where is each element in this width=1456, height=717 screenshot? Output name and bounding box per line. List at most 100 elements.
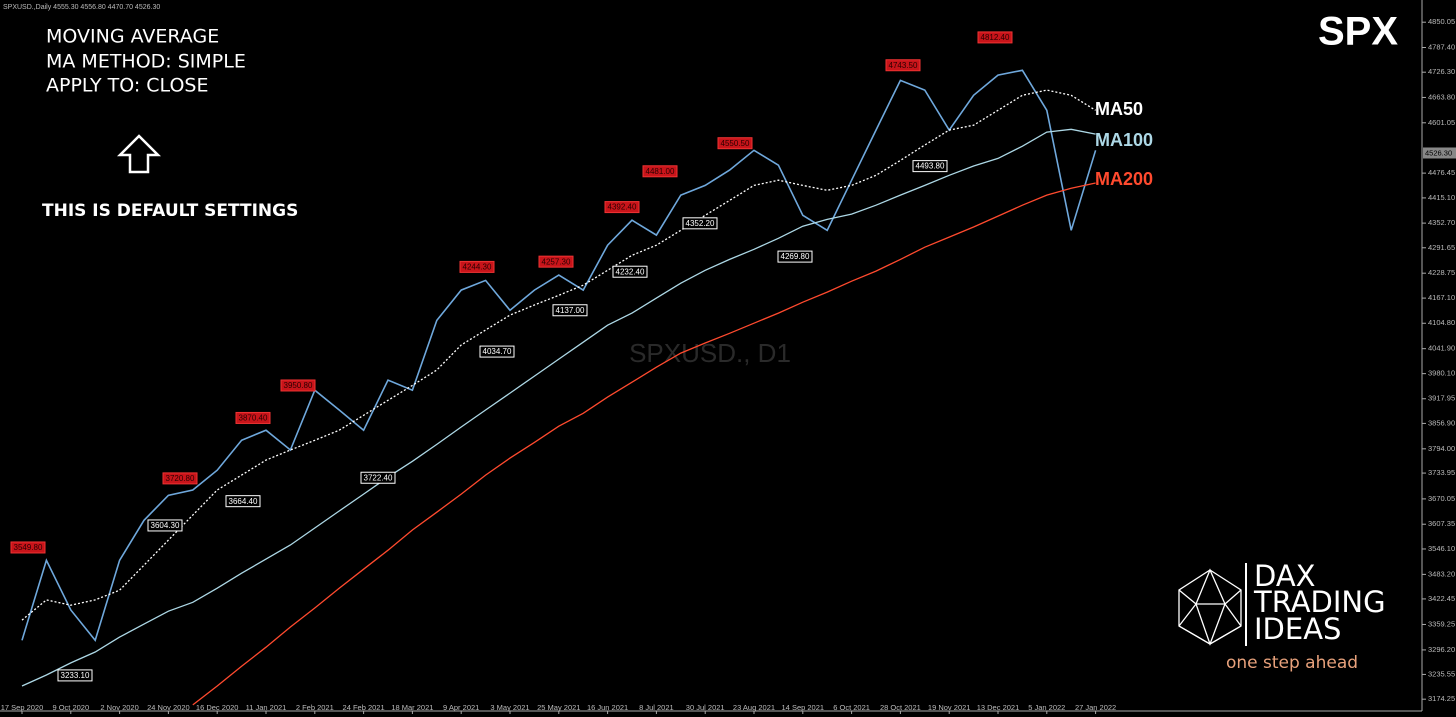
series-line — [21, 89, 1096, 621]
logo-tagline: one step ahead — [1226, 653, 1358, 673]
logo-line: DAX — [1254, 559, 1316, 593]
y-tick-label: 4663.80 — [1428, 92, 1455, 101]
y-tick-label: 4352.70 — [1428, 218, 1455, 227]
price-label: 4034.70 — [483, 347, 512, 356]
price-label: 3604.30 — [151, 521, 180, 530]
x-tick-label: 24 Feb 2021 — [343, 703, 385, 712]
price-label-box — [777, 250, 813, 263]
x-tick-label: 3 May 2021 — [490, 703, 529, 712]
series-line — [192, 182, 1096, 706]
series-label: MA50 — [1095, 99, 1143, 119]
x-tick-label: 25 May 2021 — [537, 703, 580, 712]
last-price-box — [1423, 147, 1456, 159]
price-label: 4352.20 — [686, 219, 715, 228]
y-tick-label: 3794.00 — [1428, 444, 1455, 453]
price-label-box — [538, 255, 574, 268]
y-tick-label: 4167.10 — [1428, 293, 1455, 302]
title: SPX — [1318, 10, 1398, 54]
price-label: 4232.40 — [616, 267, 645, 276]
note-footer: THIS IS DEFAULT SETTINGS — [42, 201, 298, 221]
series-label: MA100 — [1095, 130, 1153, 150]
price-label-box — [147, 519, 183, 532]
note-line: APPLY TO: CLOSE — [46, 75, 208, 97]
x-tick-label: 17 Sep 2020 — [1, 703, 44, 712]
price-label-box — [717, 137, 753, 150]
price-label-box — [682, 217, 718, 230]
price-label: 4743.50 — [889, 61, 918, 70]
x-tick-label: 8 Jul 2021 — [639, 703, 674, 712]
notes: MOVING AVERAGE MA METHOD: SIMPLE APPLY T… — [42, 26, 298, 222]
logo-icon — [1178, 568, 1242, 646]
price-label: 3664.40 — [229, 497, 258, 506]
price-label-box — [360, 471, 396, 484]
x-tick-label: 14 Sep 2021 — [782, 703, 825, 712]
price-label-box — [552, 304, 588, 317]
y-tick-label: 3546.10 — [1428, 544, 1455, 553]
x-tick-label: 23 Aug 2021 — [733, 703, 775, 712]
price-label-box — [162, 472, 198, 485]
logo-line: IDEAS — [1254, 612, 1341, 646]
x-tick-label: 16 Dec 2020 — [196, 703, 239, 712]
info: SPXUSD.,Daily 4555.30 4556.80 4470.70 45… — [3, 4, 160, 11]
last-price-label: 4526.30 — [1425, 148, 1452, 157]
arrow-icon — [116, 134, 162, 174]
y-tick-label: 4291.65 — [1428, 243, 1455, 252]
x-tick-label: 6 Oct 2021 — [833, 703, 870, 712]
x-tick-label: 30 Jul 2021 — [686, 703, 725, 712]
price-label-box — [977, 31, 1013, 44]
logo-text: DAX TRADING IDEAS — [1253, 559, 1386, 646]
y-tick-label: 4787.40 — [1428, 42, 1455, 51]
x-tick-label: 11 Jan 2021 — [246, 703, 287, 712]
price-label: 3233.10 — [61, 671, 90, 680]
y-tick-label: 4601.05 — [1428, 118, 1455, 127]
price-label-box — [235, 411, 271, 424]
price-label-box — [459, 260, 495, 273]
x-tick-label: 18 Mar 2021 — [391, 703, 433, 712]
price-label-box — [604, 201, 640, 214]
x-tick-label: 28 Oct 2021 — [880, 703, 921, 712]
x-tick-label: 19 Nov 2021 — [928, 703, 971, 712]
price-label: 3950.80 — [284, 381, 313, 390]
y-tick-label: 3917.95 — [1428, 394, 1455, 403]
y-tick-label: 3359.25 — [1428, 619, 1455, 628]
price-label: 4481.00 — [646, 167, 675, 176]
price-label-box — [280, 379, 316, 392]
series-line — [21, 128, 1096, 687]
price-label: 4493.80 — [916, 162, 945, 171]
price-label: 4269.80 — [781, 252, 810, 261]
price-label: 4137.00 — [556, 306, 585, 315]
x-tick-label: 9 Oct 2020 — [52, 703, 89, 712]
price-label-box — [225, 495, 261, 508]
price-label-box — [612, 265, 648, 278]
y-tick-label: 3483.20 — [1428, 569, 1455, 578]
logo-line: TRADING — [1253, 585, 1386, 619]
price-label-box — [57, 669, 93, 682]
y-tick-label: 4850.05 — [1428, 17, 1455, 26]
y-tick-label: 4476.45 — [1428, 168, 1455, 177]
x-tick-label: 2 Feb 2021 — [296, 703, 334, 712]
y-tick-label: 3235.55 — [1428, 669, 1455, 678]
x-tick-label: 2 Nov 2020 — [100, 703, 138, 712]
price-label: 3549.80 — [14, 543, 43, 552]
logo — [1178, 563, 1247, 646]
x-tick-label: 24 Nov 2020 — [147, 703, 190, 712]
y-tick-label: 3980.10 — [1428, 369, 1455, 378]
price-label: 4244.30 — [463, 263, 492, 272]
watermark: SPXUSD., D1 — [629, 338, 791, 368]
price-label-box — [885, 59, 921, 72]
y-tick-label: 3422.45 — [1428, 594, 1455, 603]
price-label: 4257.30 — [542, 257, 571, 266]
x-tick-label: 13 Dec 2021 — [977, 703, 1020, 712]
y-tick-label: 4228.75 — [1428, 268, 1455, 277]
price-label: 3722.40 — [364, 473, 393, 482]
x-tick-label: 27 Jan 2022 — [1075, 703, 1116, 712]
y-tick-label: 3733.95 — [1428, 468, 1455, 477]
note-line: MOVING AVERAGE — [46, 26, 219, 48]
note-line: MA METHOD: SIMPLE — [46, 51, 246, 73]
y-tick-label: 3296.20 — [1428, 645, 1455, 654]
y-tick-label: 4104.80 — [1428, 318, 1455, 327]
y-tick-label: 3174.25 — [1428, 694, 1455, 703]
y-tick-label: 4041.90 — [1428, 344, 1455, 353]
